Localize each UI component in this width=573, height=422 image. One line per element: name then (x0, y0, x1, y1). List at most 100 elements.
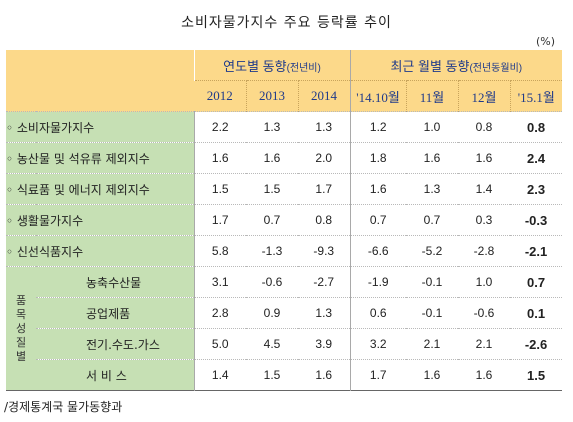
cell: 1.6 (298, 359, 351, 391)
cell: 2.3 (510, 173, 563, 205)
cell: 0.7 (406, 204, 459, 236)
col-header: 2014 (297, 80, 351, 112)
cell: 3.2 (350, 328, 407, 360)
cell: 1.3 (246, 111, 298, 143)
cell: 2.1 (458, 328, 511, 360)
cell: 1.4 (458, 173, 511, 205)
table-row: 전기.수도.가스 5.0 4.5 3.9 3.2 2.1 2.1 -2.6 (6, 328, 563, 360)
table-row: ◦ 농산물 및 석유류 제외지수 1.6 1.6 2.0 1.8 1.6 1.6… (6, 142, 563, 174)
cell: 1.5 (246, 359, 298, 391)
header-column-row: 2012 2013 2014 '14.10월 11월 12월 '15.1월 (6, 80, 563, 112)
cell: 0.7 (246, 204, 298, 236)
monthly-group-note: (전년동월비) (469, 62, 523, 74)
cell: 0.1 (510, 297, 563, 329)
cell: 1.7 (350, 359, 407, 391)
row-label: ◦ 신선식품지수 (6, 235, 194, 267)
cell: -0.3 (510, 204, 563, 236)
col-header: 2012 (194, 80, 246, 112)
col-header: 2013 (245, 80, 298, 112)
cell: -2.6 (510, 328, 563, 360)
col-header: 11월 (405, 80, 459, 112)
cell: 1.3 (298, 111, 351, 143)
cell: 1.6 (458, 359, 511, 391)
row-label: ◦ 농산물 및 석유류 제외지수 (6, 142, 194, 174)
cell: 1.6 (350, 173, 407, 205)
cell: 1.0 (458, 266, 511, 298)
table-row: ◦ 신선식품지수 5.8 -1.3 -9.3 -6.6 -5.2 -2.8 -2… (6, 235, 563, 267)
table-row: 공업제품 2.8 0.9 1.3 0.6 -0.1 -0.6 0.1 (6, 297, 563, 329)
cell: 1.6 (246, 142, 298, 174)
cell: 1.6 (406, 142, 459, 174)
cell: 1.6 (406, 359, 459, 391)
cell: -0.6 (246, 266, 298, 298)
row-label: 농축수산물 (36, 266, 194, 298)
cell: 4.5 (246, 328, 298, 360)
unit-label: (%) (535, 35, 555, 48)
cell: -0.6 (458, 297, 511, 329)
cell: 2.8 (193, 297, 246, 329)
row-label: ◦ 생활물가지수 (6, 204, 194, 236)
cell: 0.7 (350, 204, 407, 236)
cell: 1.7 (298, 173, 351, 205)
price-index-table: 연도별 동향(전년비) 최근 월별 동향(전년동월비) 2012 2013 20… (6, 50, 563, 391)
col-header: '14.10월 (350, 80, 407, 112)
annual-group-label: 연도별 동향 (223, 58, 287, 74)
cell: 3.9 (298, 328, 351, 360)
group-label-cell: 품목성질별 (6, 266, 36, 391)
cell: -6.6 (350, 235, 407, 267)
cell: -2.7 (298, 266, 351, 298)
cell: 1.5 (246, 173, 298, 205)
cell: 0.6 (350, 297, 407, 329)
table-row: 서 비 스 1.4 1.5 1.6 1.7 1.6 1.6 1.5 (6, 359, 563, 391)
cell: 1.8 (350, 142, 407, 174)
monthly-group-label: 최근 월별 동향 (390, 58, 470, 74)
cell: 2.0 (298, 142, 351, 174)
cell: 1.5 (510, 359, 563, 391)
cell: 0.9 (246, 297, 298, 329)
cell: 0.8 (510, 111, 563, 143)
row-label: 공업제품 (36, 297, 194, 329)
cell: 1.3 (298, 297, 351, 329)
source-note: /경제통계국 물가동향과 (4, 400, 123, 414)
cell: -2.8 (458, 235, 511, 267)
cell: -1.3 (246, 235, 298, 267)
cell: -0.1 (406, 297, 459, 329)
cell: -2.1 (510, 235, 563, 267)
cell: -5.2 (406, 235, 459, 267)
row-label: ◦ 소비자물가지수 (6, 111, 194, 143)
cell: 5.0 (193, 328, 246, 360)
cell: 0.3 (458, 204, 511, 236)
group-label: 품목성질별 (15, 293, 27, 363)
row-label: 전기.수도.가스 (36, 328, 194, 360)
cell: 1.7 (193, 204, 246, 236)
header-monthly-group: 최근 월별 동향(전년동월비) (349, 50, 563, 81)
table-row: ◦ 식료품 및 에너지 제외지수 1.5 1.5 1.7 1.6 1.3 1.4… (6, 173, 563, 205)
row-label: 서 비 스 (36, 359, 194, 391)
cell: -0.1 (406, 266, 459, 298)
cell: 3.1 (193, 266, 246, 298)
cell: 0.8 (298, 204, 351, 236)
annual-group-note: (전년비) (286, 62, 321, 74)
cell: 2.4 (510, 142, 563, 174)
row-label: ◦ 식료품 및 에너지 제외지수 (6, 173, 194, 205)
cell: 1.0 (406, 111, 459, 143)
cell: 2.2 (193, 111, 246, 143)
cell: 1.6 (193, 142, 246, 174)
cell: 0.7 (510, 266, 563, 298)
table-row: ◦ 생활물가지수 1.7 0.7 0.8 0.7 0.7 0.3 -0.3 (6, 204, 563, 236)
cell: 1.4 (193, 359, 246, 391)
cell: -1.9 (350, 266, 407, 298)
header-annual-group: 연도별 동향(전년비) (193, 50, 351, 81)
cell: 1.3 (406, 173, 459, 205)
col-header: '15.1월 (509, 80, 563, 112)
cell: 1.2 (350, 111, 407, 143)
cell: -9.3 (298, 235, 351, 267)
col-header: 12월 (457, 80, 511, 112)
cell: 2.1 (406, 328, 459, 360)
cell: 1.6 (458, 142, 511, 174)
table-row: ◦ 소비자물가지수 2.2 1.3 1.3 1.2 1.0 0.8 0.8 (6, 111, 563, 143)
cell: 5.8 (193, 235, 246, 267)
table-title: 소비자물가지수 주요 등락률 추이 (181, 15, 392, 31)
cell: 0.8 (458, 111, 511, 143)
table-row: 품목성질별 농축수산물 3.1 -0.6 -2.7 -1.9 -0.1 1.0 … (6, 266, 563, 391)
